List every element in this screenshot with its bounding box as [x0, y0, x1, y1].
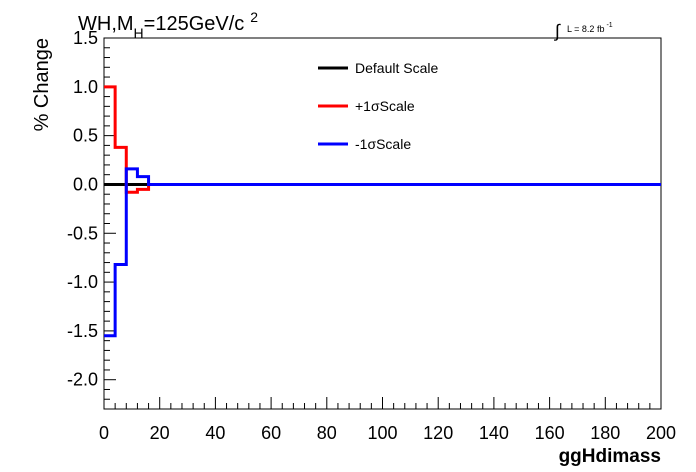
- legend: Default Scale +1σScale -1σScale: [318, 60, 438, 152]
- x-tick-label: 160: [535, 423, 565, 443]
- integral-sign: ∫: [553, 21, 561, 41]
- y-tick-label: 0.0: [73, 174, 98, 194]
- y-axis-label: % Change: [31, 38, 53, 131]
- y-tick-label: -0.5: [67, 223, 98, 243]
- x-axis-label: ggHdimass: [559, 446, 661, 467]
- data-series: [104, 85, 661, 338]
- y-tick-label: 1.5: [73, 28, 98, 48]
- x-tick-label: 200: [646, 423, 676, 443]
- series-line-2: [104, 167, 661, 338]
- axes: 0 20 40 60 80 100 120 140 160 180 200 1.5 1.0 0.5 0.0 -…: [67, 28, 676, 443]
- legend-entry: Default Scale: [355, 60, 438, 76]
- x-tick-label: 0: [99, 423, 109, 443]
- legend-entry: +1σScale: [355, 98, 415, 114]
- luminosity-label: L = 8.2 fb -1: [567, 22, 613, 34]
- y-tick-label: 0.5: [73, 126, 98, 146]
- y-tick-label: -1.0: [67, 272, 98, 292]
- legend-entry: -1σScale: [355, 136, 411, 152]
- y-tick-label: -2.0: [67, 370, 98, 390]
- x-tick-label: 20: [150, 423, 170, 443]
- series-line-1: [104, 85, 661, 194]
- x-tick-label: 60: [261, 423, 281, 443]
- x-tick-label: 140: [479, 423, 509, 443]
- x-tick-label: 100: [367, 423, 397, 443]
- x-tick-label: 180: [590, 423, 620, 443]
- y-tick-label: 1.0: [73, 77, 98, 97]
- x-tick-label: 120: [423, 423, 453, 443]
- x-tick-label: 40: [205, 423, 225, 443]
- x-tick-label: 80: [317, 423, 337, 443]
- chart-title: WH,MH=125GeV/c 2: [78, 9, 258, 41]
- y-tick-label: -1.5: [67, 321, 98, 341]
